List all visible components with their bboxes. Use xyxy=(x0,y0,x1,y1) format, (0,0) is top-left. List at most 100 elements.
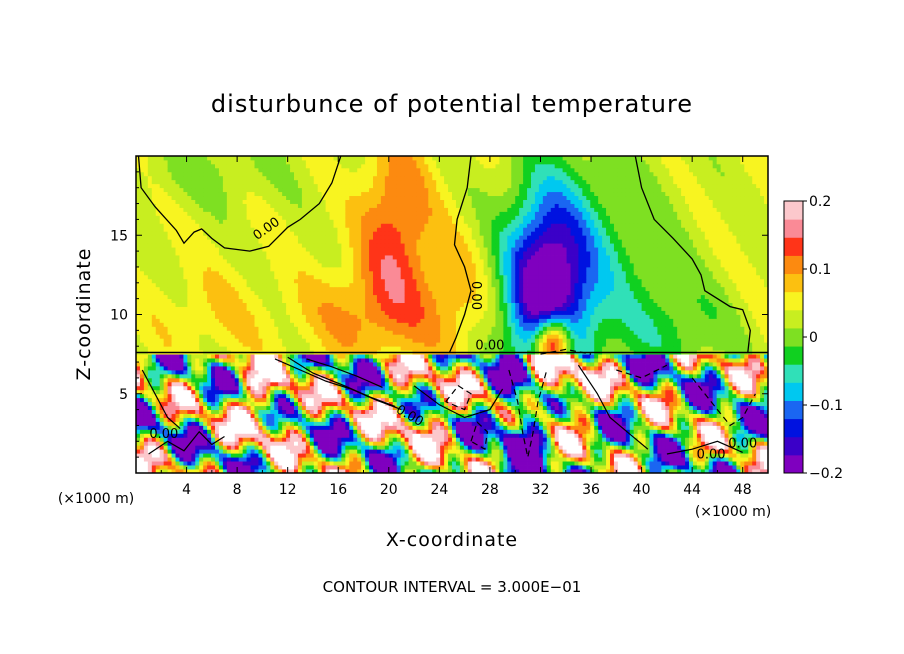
heatmap-cell xyxy=(724,461,729,466)
heatmap-cell xyxy=(554,373,560,379)
heatmap-cell xyxy=(337,385,342,391)
heatmap-cell xyxy=(305,358,311,363)
heatmap-cell xyxy=(274,441,279,446)
heatmap-cell xyxy=(716,389,721,395)
heatmap-cell xyxy=(550,369,556,375)
heatmap-cell xyxy=(582,469,587,473)
heatmap-cell xyxy=(511,469,516,473)
heatmap-cell xyxy=(503,358,508,363)
heatmap-cell xyxy=(392,401,398,407)
heatmap-cell xyxy=(764,397,768,403)
heatmap-cell xyxy=(408,417,413,422)
heatmap-cell xyxy=(274,461,279,466)
heatmap-cell xyxy=(534,465,540,470)
heatmap-cell xyxy=(357,433,362,438)
heatmap-cell xyxy=(558,409,563,414)
heatmap-cell xyxy=(610,421,615,426)
heatmap-cell xyxy=(250,469,255,473)
heatmap-cell xyxy=(297,421,303,426)
heatmap-cell xyxy=(404,373,409,379)
heatmap-cell xyxy=(388,441,394,446)
heatmap-cell xyxy=(479,401,484,407)
heatmap-cell xyxy=(380,385,386,391)
heatmap-cell xyxy=(633,393,639,399)
heatmap-cell xyxy=(436,441,441,446)
heatmap-cell xyxy=(511,449,516,454)
heatmap-cell xyxy=(416,429,421,434)
heatmap-cell xyxy=(574,441,579,446)
heatmap-cell xyxy=(234,393,240,399)
heatmap-cell xyxy=(582,385,587,391)
heatmap-cell xyxy=(736,358,741,363)
heatmap-cell xyxy=(756,441,761,446)
heatmap-cell xyxy=(602,358,607,363)
heatmap-cell xyxy=(321,358,326,363)
heatmap-cell xyxy=(159,469,165,473)
heatmap-cell xyxy=(677,393,682,399)
heatmap-cell xyxy=(645,453,650,458)
heatmap-cell xyxy=(321,369,326,375)
heatmap-cell xyxy=(136,453,141,458)
heatmap-cell xyxy=(151,437,157,442)
heatmap-cell xyxy=(629,417,635,422)
heatmap-cell xyxy=(677,441,682,446)
heatmap-cell xyxy=(290,433,295,438)
heatmap-cell xyxy=(254,405,259,410)
heatmap-cell xyxy=(357,385,362,391)
heatmap-cell xyxy=(519,358,524,363)
heatmap-cell xyxy=(602,453,607,458)
heatmap-cell xyxy=(341,409,346,414)
heatmap-cell xyxy=(566,445,571,450)
heatmap-cell xyxy=(215,429,220,434)
heatmap-cell xyxy=(574,401,579,407)
heatmap-cell xyxy=(155,409,161,414)
heatmap-cell xyxy=(357,465,362,470)
heatmap-cell xyxy=(538,437,544,442)
heatmap-cell xyxy=(629,381,635,387)
heatmap-cell xyxy=(266,417,271,422)
heatmap-cell xyxy=(570,401,575,407)
heatmap-cell xyxy=(167,437,172,442)
heatmap-cell xyxy=(266,433,271,438)
heatmap-cell xyxy=(463,433,469,438)
heatmap-cell xyxy=(665,354,670,359)
heatmap-cell xyxy=(262,461,267,466)
heatmap-cell xyxy=(353,453,358,458)
heatmap-cell xyxy=(337,401,342,407)
heatmap-cell xyxy=(538,409,544,414)
heatmap-cell xyxy=(353,397,358,403)
heatmap-cell xyxy=(653,401,658,407)
heatmap-cell xyxy=(653,429,658,434)
heatmap-cell xyxy=(155,346,161,351)
heatmap-cell xyxy=(562,373,567,379)
heatmap-cell xyxy=(467,469,473,473)
heatmap-cell xyxy=(341,413,346,418)
heatmap-cell xyxy=(507,397,512,403)
heatmap-cell xyxy=(203,373,208,379)
heatmap-cell xyxy=(373,437,378,442)
heatmap-cell xyxy=(455,469,461,473)
heatmap-cell xyxy=(653,385,658,391)
heatmap-cell xyxy=(467,429,473,434)
heatmap-cell xyxy=(570,362,575,367)
heatmap-cell xyxy=(211,453,216,458)
heatmap-cell xyxy=(199,385,204,391)
heatmap-cell xyxy=(136,409,141,414)
heatmap-cell xyxy=(341,433,346,438)
heatmap-cell xyxy=(171,346,176,351)
heatmap-cell xyxy=(167,457,172,462)
heatmap-cell xyxy=(290,437,295,442)
heatmap-cell xyxy=(337,389,342,395)
heatmap-cell xyxy=(720,433,725,438)
heatmap-cell xyxy=(388,461,394,466)
heatmap-cell xyxy=(756,373,761,379)
heatmap-cell xyxy=(266,457,271,462)
heatmap-cell xyxy=(222,441,228,446)
heatmap-cell xyxy=(736,461,741,466)
heatmap-cell xyxy=(463,469,469,473)
heatmap-cell xyxy=(452,453,457,458)
heatmap-cell xyxy=(452,417,457,422)
heatmap-cell xyxy=(337,358,342,363)
heatmap-cell xyxy=(171,401,176,407)
heatmap-cell xyxy=(424,397,429,403)
